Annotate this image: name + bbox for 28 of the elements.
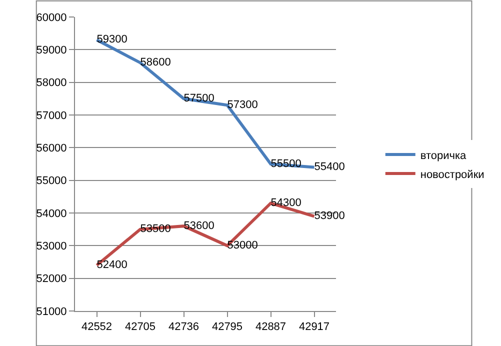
x-tick-label: 42795 — [212, 321, 243, 334]
data-label: 54300 — [270, 196, 302, 209]
data-label: 59300 — [96, 34, 128, 46]
y-tick-label: 56000 — [36, 142, 67, 155]
legend-label: новостройки — [420, 168, 484, 181]
data-label: 58600 — [140, 56, 171, 68]
y-tick-label: 59000 — [36, 44, 67, 57]
x-tick-label: 42887 — [255, 321, 286, 334]
x-tick-label: 42917 — [298, 321, 330, 334]
x-tick-label: 42736 — [168, 321, 200, 334]
x-tick-label: 42705 — [124, 321, 156, 334]
y-tick-label: 57000 — [36, 110, 67, 122]
data-label: 53000 — [227, 239, 258, 252]
data-label: 52400 — [96, 259, 128, 272]
y-tick-label: 52000 — [36, 273, 67, 286]
y-tick-label: 51000 — [36, 306, 67, 318]
y-tick-label: 54000 — [36, 208, 67, 220]
y-tick-label: 53000 — [36, 240, 67, 253]
y-tick-label: 60000 — [36, 12, 67, 24]
data-label: 53900 — [314, 210, 345, 222]
data-label: 53600 — [184, 220, 214, 232]
y-tick-label: 58000 — [36, 77, 67, 90]
x-tick-label: 42552 — [81, 321, 112, 334]
data-label: 57300 — [227, 98, 258, 111]
data-label: 55400 — [314, 161, 345, 174]
legend-label: вторичка — [420, 150, 468, 162]
y-tick-label: 55000 — [36, 175, 67, 188]
data-label: 53500 — [140, 223, 171, 236]
